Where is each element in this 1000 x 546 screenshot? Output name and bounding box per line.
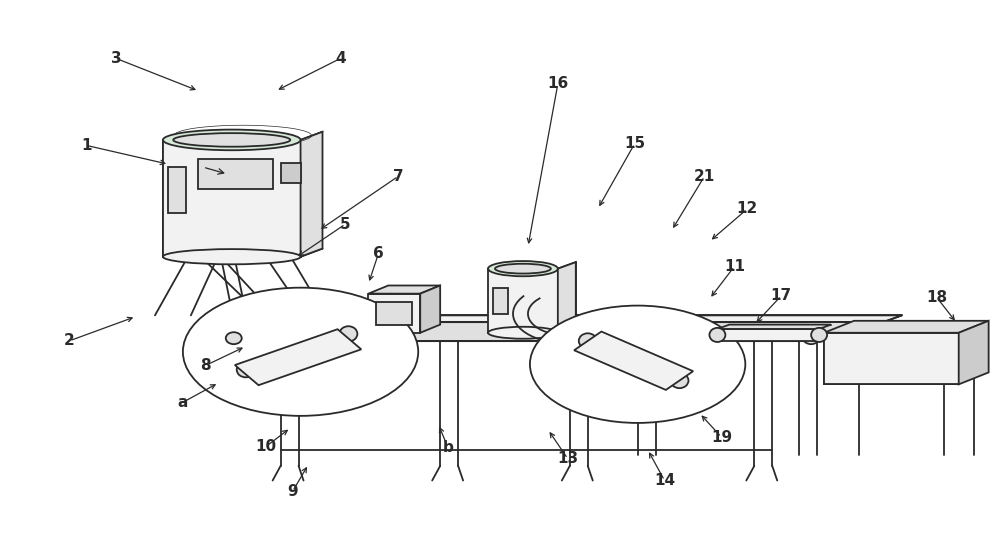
Ellipse shape (163, 129, 301, 150)
Text: 9: 9 (287, 484, 298, 499)
Ellipse shape (173, 133, 290, 147)
Text: 17: 17 (771, 288, 792, 304)
Circle shape (183, 288, 418, 416)
Bar (488, 269, 558, 333)
Bar (368, 294, 420, 333)
Bar (824, 333, 959, 384)
Ellipse shape (488, 261, 558, 276)
Ellipse shape (237, 362, 255, 377)
Ellipse shape (709, 328, 725, 342)
Ellipse shape (803, 332, 819, 344)
Text: 3: 3 (111, 51, 121, 66)
Text: 2: 2 (64, 334, 75, 348)
Text: 15: 15 (624, 136, 645, 151)
Polygon shape (229, 316, 902, 322)
Text: 14: 14 (654, 473, 675, 488)
Text: b: b (443, 441, 454, 455)
Text: 18: 18 (926, 290, 947, 305)
Polygon shape (717, 325, 831, 329)
Polygon shape (301, 132, 322, 257)
Polygon shape (420, 286, 440, 333)
Ellipse shape (579, 333, 597, 348)
Bar (376, 302, 412, 325)
Polygon shape (959, 321, 989, 384)
Bar (198, 159, 273, 189)
Text: 4: 4 (335, 51, 346, 66)
Bar (493, 288, 508, 314)
Ellipse shape (488, 327, 558, 339)
Ellipse shape (671, 373, 688, 388)
Ellipse shape (163, 249, 301, 264)
Text: 16: 16 (547, 76, 568, 92)
Bar (168, 167, 186, 213)
Text: 21: 21 (694, 169, 715, 184)
Bar (281, 163, 301, 183)
Text: 10: 10 (255, 440, 276, 454)
Polygon shape (163, 140, 301, 257)
Text: a: a (178, 395, 188, 410)
Text: 11: 11 (724, 259, 745, 274)
Polygon shape (229, 322, 884, 341)
Polygon shape (558, 262, 576, 333)
Text: 1: 1 (81, 138, 91, 153)
Ellipse shape (226, 332, 242, 344)
Ellipse shape (495, 264, 551, 274)
Text: 8: 8 (201, 358, 211, 373)
Text: 6: 6 (373, 246, 384, 262)
Polygon shape (368, 286, 440, 294)
Ellipse shape (811, 328, 827, 342)
Text: 5: 5 (340, 217, 351, 232)
Polygon shape (235, 329, 361, 385)
Bar (717, 329, 819, 341)
Text: 13: 13 (557, 452, 578, 466)
Polygon shape (574, 331, 693, 390)
Circle shape (530, 306, 745, 423)
Text: 7: 7 (393, 169, 404, 184)
Ellipse shape (339, 327, 357, 341)
Text: 19: 19 (711, 430, 732, 444)
Text: 12: 12 (737, 201, 758, 216)
Polygon shape (824, 321, 989, 333)
